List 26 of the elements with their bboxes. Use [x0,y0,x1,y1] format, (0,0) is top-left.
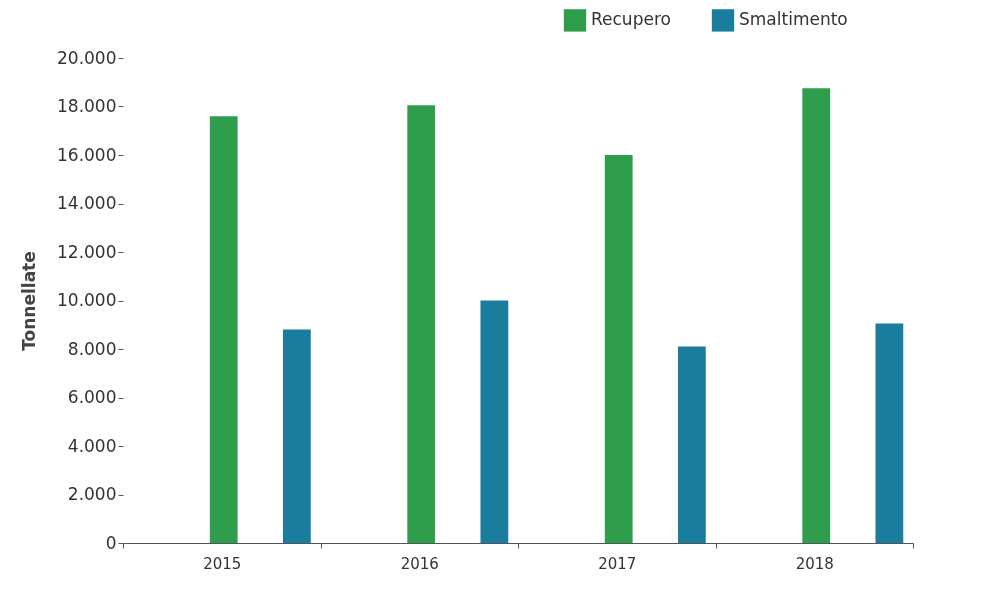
y-tick-label: 18.000 [57,96,117,116]
x-tick-label: 2018 [795,554,834,573]
y-tick-label: 4.000 [67,435,117,456]
bar [802,88,831,543]
x-tick-label: 2016 [400,554,439,573]
y-tick-label: 20.000 [57,47,117,68]
y-tick-label: 2.000 [67,484,117,504]
legend-label: Recupero [591,9,671,30]
bar [875,323,904,543]
y-tick-label: 6.000 [67,387,117,407]
x-tick-label: 2015 [203,554,242,573]
bar [677,346,706,543]
y-tick-label: 16.000 [57,144,117,165]
x-tick-label: 2017 [598,554,637,573]
bar [480,300,509,543]
legend-label: Smaltimento [739,9,848,30]
bar [407,105,436,543]
y-tick-label: 14.000 [57,193,117,213]
y-tick-label: 8.000 [67,338,117,359]
y-axis-title: Tonnellate [19,251,40,351]
y-tick-label: 12.000 [57,241,117,262]
y-tick-label: 10.000 [57,290,117,310]
y-tick-label: 0 [105,532,117,553]
bar [604,155,633,543]
bar [209,116,238,543]
bar [282,329,311,543]
